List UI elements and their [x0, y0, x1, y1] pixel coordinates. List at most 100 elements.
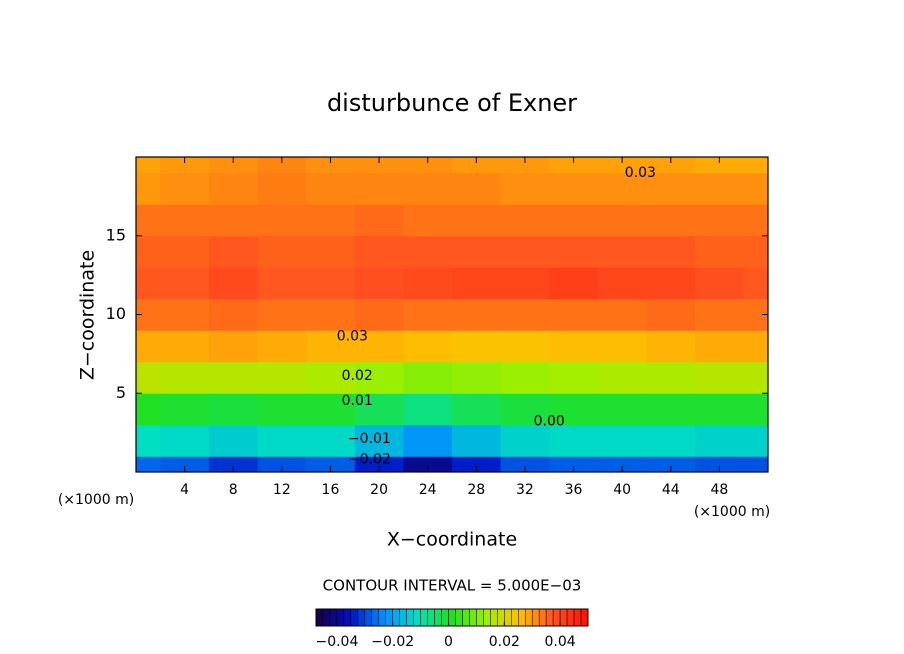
field-cell — [743, 267, 768, 300]
contour-field — [136, 157, 768, 472]
colorbar-cell — [552, 608, 561, 627]
colorbar-cell — [413, 608, 421, 627]
field-cell — [695, 393, 745, 426]
contour-interval: CONTOUR INTERVAL = 5.000E−03 — [323, 577, 582, 595]
field-cell — [646, 456, 696, 472]
field-cell — [306, 330, 356, 363]
field-cell — [208, 456, 259, 472]
colorbar-cell — [371, 608, 380, 627]
field-cell — [646, 393, 696, 426]
field-cell — [306, 424, 356, 457]
field-cell — [597, 424, 647, 457]
field-cell — [354, 157, 404, 174]
field-cell — [452, 424, 502, 457]
x-tick-label: 16 — [322, 482, 340, 498]
field-cell — [208, 424, 259, 457]
field-cell — [354, 456, 404, 472]
contour-label: 0.00 — [534, 414, 565, 430]
field-cell — [549, 330, 599, 363]
field-cell — [306, 267, 356, 300]
field-cell — [646, 298, 696, 331]
field-cell — [452, 456, 502, 472]
colorbar-cell — [545, 608, 554, 627]
field-cell — [403, 361, 453, 394]
field-cell — [597, 157, 647, 174]
colorbar-cell — [511, 608, 519, 627]
field-cell — [403, 393, 453, 426]
field-cell — [208, 235, 259, 268]
field-cell — [646, 424, 696, 457]
field-cell — [306, 361, 356, 394]
contour-label: 0.02 — [342, 368, 373, 384]
field-cell — [695, 361, 745, 394]
colorbar-cell — [524, 608, 533, 627]
field-cell — [354, 204, 404, 237]
contour-label: 0.01 — [342, 393, 373, 409]
field-cell — [743, 456, 768, 472]
y-tick-label: 10 — [106, 304, 126, 323]
field-cell — [403, 204, 453, 237]
field-cell — [208, 157, 259, 174]
chart-title: disturbunce of Exner — [327, 89, 577, 117]
field-cell — [646, 157, 696, 174]
colorbar-cell — [441, 608, 449, 627]
colorbar-cell — [566, 608, 575, 627]
field-cell — [743, 393, 768, 426]
field-cell — [695, 298, 745, 331]
field-cell — [403, 172, 453, 205]
colorbar-cell — [538, 608, 547, 627]
x-tick-label: 4 — [180, 482, 189, 498]
field-cell — [257, 267, 307, 300]
field-cell — [257, 204, 307, 237]
field-cell — [208, 393, 259, 426]
contour-label: −0.01 — [348, 431, 391, 447]
field-cell — [597, 267, 647, 300]
field-cell — [500, 330, 550, 363]
colorbar-cell — [469, 608, 477, 627]
field-cell — [452, 330, 502, 363]
colorbar-cell — [399, 608, 407, 627]
field-cell — [160, 298, 210, 331]
field-cell — [403, 267, 453, 300]
colorbar-cell — [427, 608, 435, 627]
field-cell — [354, 267, 404, 300]
field-cell — [597, 393, 647, 426]
colorbar-cell — [455, 608, 463, 627]
colorbar-cell — [497, 608, 505, 627]
field-cell — [208, 267, 259, 300]
field-cell — [306, 172, 356, 205]
field-cell — [452, 267, 502, 300]
field-cell — [500, 456, 550, 472]
field-cell — [354, 393, 404, 426]
y-tick-label: 5 — [116, 383, 126, 402]
field-cell — [452, 298, 502, 331]
field-cell — [743, 172, 768, 205]
field-cell — [500, 267, 550, 300]
field-cell — [743, 424, 768, 457]
colorbar: −0.04 −0.02 0 0.02 0.04 — [315, 608, 589, 650]
field-cell — [743, 361, 768, 394]
field-cell — [403, 330, 453, 363]
x-tick-label: 28 — [467, 482, 485, 498]
field-cell — [403, 157, 453, 174]
field-cell — [452, 157, 502, 174]
field-cell — [257, 235, 307, 268]
x-tick-label: 40 — [613, 482, 631, 498]
field-cell — [257, 393, 307, 426]
field-cell — [136, 204, 161, 237]
colorbar-cell — [406, 608, 414, 627]
field-cell — [597, 361, 647, 394]
field-cell — [160, 267, 210, 300]
colorbar-cell — [350, 608, 359, 627]
field-cell — [354, 424, 404, 457]
field-cell — [354, 361, 404, 394]
field-cell — [354, 235, 404, 268]
field-cell — [136, 267, 161, 300]
field-cell — [500, 424, 550, 457]
field-cell — [695, 330, 745, 363]
field-cell — [452, 172, 502, 205]
field-cell — [549, 267, 599, 300]
field-cell — [549, 157, 599, 174]
field-cell — [208, 361, 259, 394]
